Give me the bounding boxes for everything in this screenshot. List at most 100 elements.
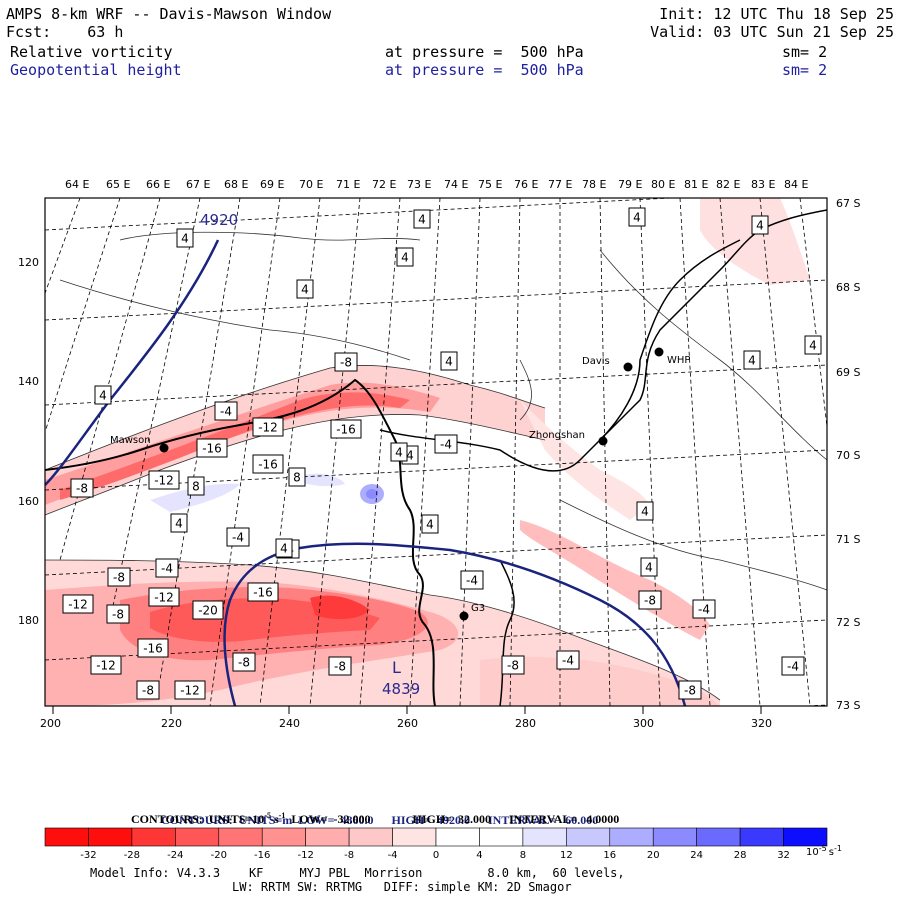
station-zhongshan-dot xyxy=(598,436,608,446)
vorticity-label: -16 xyxy=(253,586,273,600)
vorticity-label: 4 xyxy=(175,517,183,531)
vorticity-label-box: 4 xyxy=(413,209,431,229)
vorticity-label-box: -4 xyxy=(460,570,484,590)
height-label-4920: 4920 xyxy=(200,211,238,229)
lon-label: 70 E xyxy=(299,178,323,191)
colorbar xyxy=(44,827,828,847)
x-axis-ticks xyxy=(52,706,762,714)
station-zhongshan-label: Zhongshan xyxy=(529,430,585,441)
vorticity-label: 4 xyxy=(645,561,653,575)
vorticity-label: 4 xyxy=(641,505,649,519)
forecast-hour: Fcst: 63 h xyxy=(6,23,124,41)
vorticity-label-box: -12 xyxy=(148,587,180,607)
lon-label: 80 E xyxy=(651,178,675,191)
lon-label: 68 E xyxy=(224,178,248,191)
colorbar-swatch xyxy=(348,827,393,847)
colorbar-swatch xyxy=(566,827,611,847)
vorticity-label: -8 xyxy=(112,608,124,622)
lon-label: 73 E xyxy=(407,178,431,191)
vorticity-label-box: -8 xyxy=(328,656,352,676)
height-label-4839: 4839 xyxy=(382,680,420,698)
y-tick-label: 180 xyxy=(18,614,39,627)
vorticity-label-box: -16 xyxy=(137,638,169,658)
vorticity-label: 4 xyxy=(406,449,414,463)
vorticity-label-box: 4 xyxy=(440,351,458,371)
lon-label: 81 E xyxy=(684,178,708,191)
vorticity-label-box: 4 xyxy=(396,247,414,267)
vorticity-label: 4 xyxy=(633,211,641,225)
field2-smoothing: sm= 2 xyxy=(782,61,828,79)
colorbar-swatch xyxy=(218,827,263,847)
init-time: Init: 12 UTC Thu 18 Sep 25 xyxy=(659,5,894,23)
vorticity-label-box: -16 xyxy=(252,454,284,474)
colorbar-swatch xyxy=(131,827,176,847)
colorbar-swatch xyxy=(609,827,654,847)
colorbar-swatch xyxy=(305,827,350,847)
colorbar-swatch xyxy=(88,827,133,847)
colorbar-swatch xyxy=(522,827,567,847)
lon-label: 75 E xyxy=(478,178,502,191)
colorbar-tick-label: -8 xyxy=(344,850,354,861)
vorticity-label-box: -4 xyxy=(155,558,179,578)
vorticity-label: -8 xyxy=(684,684,696,698)
vorticity-label-box: -8 xyxy=(70,478,94,498)
lon-label: 69 E xyxy=(260,178,284,191)
colorbar-swatch xyxy=(44,827,89,847)
vorticity-label-box: -4 xyxy=(692,599,716,619)
vorticity-label: 4 xyxy=(418,213,426,227)
colorbar-swatch xyxy=(392,827,437,847)
colorbar-swatch xyxy=(479,827,524,847)
vorticity-label-box: 4 xyxy=(636,501,654,521)
lat-label: 72 S xyxy=(836,616,860,629)
vorticity-label: 8 xyxy=(192,480,200,494)
vorticity-label-box: 4 xyxy=(176,228,194,248)
stations: Mawson Davis WHP Zhongshan G3 xyxy=(110,347,690,621)
lon-label: 77 E xyxy=(548,178,572,191)
vorticity-label-box: 4 xyxy=(421,514,439,534)
model-info-line2: LW: RRTM SW: RRTMG DIFF: simple KM: 2D S… xyxy=(232,880,572,894)
x-tick-label: 260 xyxy=(397,717,418,730)
colorbar-tick-label: -4 xyxy=(388,850,398,861)
lon-label: 83 E xyxy=(751,178,775,191)
vorticity-label-box: 4 xyxy=(94,385,112,405)
vorticity-label: -8 xyxy=(238,656,250,670)
vorticity-label-box: -12 xyxy=(90,655,122,675)
lon-label: 65 E xyxy=(106,178,130,191)
vorticity-label-box: -4 xyxy=(214,401,238,421)
lat-label: 71 S xyxy=(836,533,860,546)
ice-edge xyxy=(379,209,827,472)
vorticity-label-box: -16 xyxy=(330,419,362,439)
vorticity-label-box: -16 xyxy=(247,582,279,602)
colorbar-tick-label: -20 xyxy=(211,850,227,861)
vorticity-label: 4 xyxy=(445,355,453,369)
vorticity-label: -16 xyxy=(143,642,163,656)
vorticity-label: 4 xyxy=(99,389,107,403)
colorbar-tick-label: -32 xyxy=(80,850,96,861)
vorticity-label: -8 xyxy=(142,684,154,698)
vorticity-label-box: 4 xyxy=(170,513,188,533)
x-tick-label: 240 xyxy=(279,717,300,730)
vorticity-label: -4 xyxy=(466,574,478,588)
vorticity-label-box: 4 xyxy=(275,538,293,558)
vorticity-label-box: -16 xyxy=(196,438,228,458)
colorbar-swatch xyxy=(261,827,306,847)
lon-label: 72 E xyxy=(372,178,396,191)
colorbar-tick-label: 16 xyxy=(603,850,616,861)
station-whp-dot xyxy=(654,347,664,357)
y-tick-label: 140 xyxy=(18,375,39,388)
vorticity-label: -16 xyxy=(258,458,278,472)
vorticity-label-box: 4 xyxy=(390,442,408,462)
vorticity-shading xyxy=(45,198,810,706)
x-tick-label: 280 xyxy=(515,717,536,730)
colorbar-swatch xyxy=(652,827,697,847)
vorticity-label-box: -4 xyxy=(434,434,458,454)
vorticity-label-box: 4 xyxy=(743,350,761,370)
colorbar-tick-label: 24 xyxy=(690,850,703,861)
vorticity-label: -12 xyxy=(258,421,278,435)
height-contours-summary: CONTOURS: UNITS=m LOW= 4860.0 HIGH= 4920… xyxy=(161,813,599,827)
vorticity-label-box: 8 xyxy=(187,476,205,496)
vorticity-label-box: -8 xyxy=(334,352,358,372)
vorticity-label: -8 xyxy=(76,482,88,496)
x-tick-label: 300 xyxy=(633,717,654,730)
